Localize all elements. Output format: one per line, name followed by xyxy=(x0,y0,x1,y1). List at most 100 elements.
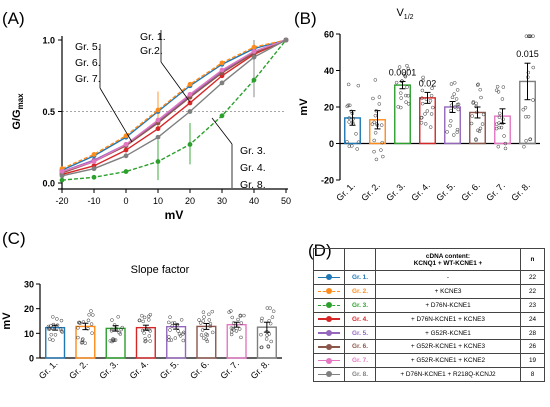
sample-point xyxy=(374,157,379,162)
sample-point xyxy=(354,132,358,136)
sample-point xyxy=(259,345,263,350)
legend-content-cell: + G52R-KCNE1 + KCNE2 xyxy=(375,353,521,369)
sample-point xyxy=(120,325,125,330)
sample-point xyxy=(51,315,55,319)
sample-point xyxy=(372,120,376,125)
series-line-gr8 xyxy=(61,39,287,177)
sample-point xyxy=(455,88,460,92)
legend-marker-cell xyxy=(313,367,345,383)
legend-row: Gr. 5. + G52R-KCNE1 28 xyxy=(313,325,545,341)
legend-group-label: Gr. 2. xyxy=(344,283,376,299)
sample-point xyxy=(53,333,58,337)
sample-point xyxy=(268,321,273,326)
panel-a-y-tick-label: 0.0 xyxy=(42,179,55,189)
sample-point xyxy=(453,105,457,109)
sample-point xyxy=(113,338,118,342)
sample-point xyxy=(112,323,117,327)
group-label: Gr. 1. xyxy=(140,31,166,43)
legend-n-cell: 19 xyxy=(520,353,545,369)
legend-group-label: Gr. 7. xyxy=(344,353,376,369)
sample-point xyxy=(268,306,272,310)
data-point-gr3 xyxy=(219,113,225,119)
legend-dot xyxy=(326,302,332,309)
sample-point xyxy=(469,121,474,126)
sample-point xyxy=(147,318,151,322)
sample-point xyxy=(47,326,51,330)
sample-point xyxy=(445,130,449,134)
panel-a-series xyxy=(59,37,289,183)
sample-point xyxy=(259,332,263,337)
sample-point xyxy=(266,345,271,349)
sample-point xyxy=(371,96,375,101)
sample-point xyxy=(404,100,408,104)
sample-point xyxy=(90,331,94,335)
sample-point xyxy=(348,103,352,108)
y-tick-label: -20 xyxy=(321,176,334,186)
sample-point xyxy=(229,326,234,330)
legend-row: Gr. 1. -22 xyxy=(313,270,545,285)
sample-point xyxy=(476,82,480,87)
y-tick-label: 20 xyxy=(324,103,334,113)
sample-point xyxy=(528,34,533,38)
sample-point xyxy=(347,144,352,148)
legend-marker xyxy=(318,288,340,295)
panel-c-y-axis-label: mV xyxy=(1,312,13,330)
series-line-gr3 xyxy=(61,39,287,181)
sample-point xyxy=(271,309,276,314)
legend-marker xyxy=(318,357,340,364)
panel-a-x-tick-label: 20 xyxy=(185,196,195,206)
sample-point xyxy=(264,337,269,341)
sample-point xyxy=(379,148,383,152)
legend-dot xyxy=(326,315,332,322)
panel-b-bars: Gr. 1. Gr. 2. Gr. 3. Gr. 4. Gr. 5. Gr. 6. Gr. … xyxy=(334,34,539,203)
sample-point xyxy=(347,116,351,120)
sample-point xyxy=(449,82,454,86)
legend-group-label: Gr. 5. xyxy=(344,325,376,341)
sample-point xyxy=(423,122,428,126)
legend-content-cell: + D76N-KCNE1 + KCNE3 xyxy=(375,311,521,327)
sample-point xyxy=(526,114,531,119)
sample-point xyxy=(110,318,114,322)
sample-point xyxy=(78,321,82,325)
sample-point xyxy=(456,107,461,112)
sample-point xyxy=(173,336,178,340)
legend-n-cell: 26 xyxy=(520,339,545,355)
sample-point xyxy=(425,109,430,113)
legend-content-cell: + G52R-KCNE1 xyxy=(375,325,521,341)
sample-point xyxy=(119,327,123,332)
category-label: Gr. 1. xyxy=(37,358,60,381)
category-label: Gr. 8. xyxy=(249,358,272,381)
sample-point xyxy=(399,96,403,100)
p-value-annotation: 0.02 xyxy=(419,78,437,88)
legend-n-cell: 22 xyxy=(520,283,545,299)
legend-group-label: Gr. 1. xyxy=(344,270,376,285)
data-point-gr4 xyxy=(155,126,161,132)
legend-marker-cell xyxy=(313,270,345,285)
group-label: Gr. 4. xyxy=(240,162,266,174)
sample-point xyxy=(399,105,403,110)
sample-point xyxy=(230,315,235,320)
sample-point xyxy=(143,339,147,344)
series-line-gr2 xyxy=(61,39,287,170)
legend-table-header: cDNA content: KCNQ1 + WT-KCNE1 + n xyxy=(313,248,545,271)
panel-a-y-tick-label: 0.5 xyxy=(42,107,55,117)
sample-point xyxy=(421,78,425,83)
sample-point xyxy=(351,116,356,121)
data-point-gr4 xyxy=(187,100,193,106)
sample-point xyxy=(396,105,400,109)
sample-point xyxy=(448,123,452,128)
sample-point xyxy=(380,140,385,145)
category-label: Gr. 2. xyxy=(359,180,382,203)
sample-point xyxy=(494,122,499,126)
sample-point xyxy=(405,85,409,89)
sample-point xyxy=(210,330,215,335)
data-point-gr2 xyxy=(91,152,97,157)
sample-point xyxy=(470,114,474,118)
panel-c-bars: Gr. 1. Gr. 2. Gr. 3. Gr. 4. Gr. 5. Gr. 6. Gr. … xyxy=(37,306,277,381)
sample-point xyxy=(420,96,424,100)
sample-point xyxy=(166,320,171,325)
panel-label-a: (A) xyxy=(2,9,25,28)
category-label: Gr. 2. xyxy=(67,358,90,381)
sample-point xyxy=(51,338,55,342)
group-label: Gr. 6. xyxy=(75,57,101,69)
